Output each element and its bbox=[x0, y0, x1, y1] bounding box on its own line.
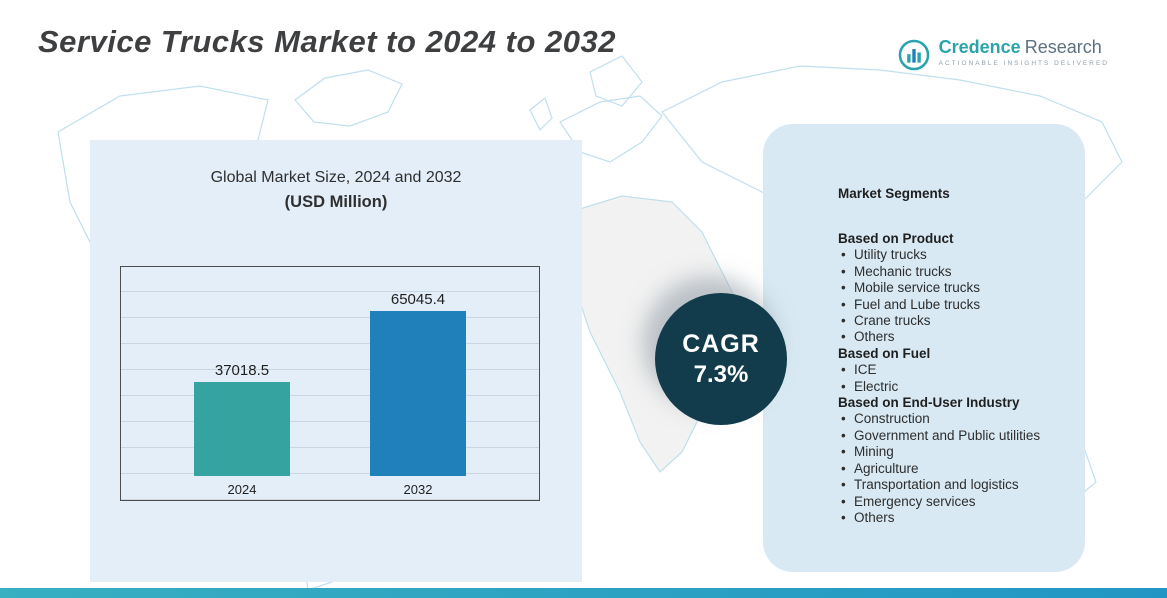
chart-title: Global Market Size, 2024 and 2032 bbox=[210, 169, 462, 186]
bar-chart: 37018.5 65045.4 2024 2032 bbox=[120, 266, 540, 501]
segment-group-heading: Based on End-User Industry bbox=[838, 395, 1020, 411]
cagr-value: 7.3% bbox=[693, 360, 749, 388]
segment-item: Construction bbox=[838, 411, 1065, 428]
segment-item: Government and Public utilities bbox=[838, 428, 1065, 445]
bar-value-2024: 37018.5 bbox=[214, 362, 270, 380]
page-title: Service Trucks Market to 2024 to 2032 bbox=[38, 24, 616, 59]
chart-subtitle: (USD Million) bbox=[284, 193, 388, 211]
brand-primary: Credence bbox=[938, 37, 1021, 57]
map-scandinavia bbox=[589, 55, 643, 107]
segment-item-list: ICEElectric bbox=[838, 362, 1065, 395]
brand-tagline: Actionable Insights Delivered bbox=[938, 59, 1109, 67]
segment-item: Transportation and logistics bbox=[838, 477, 1065, 494]
segment-item: Utility trucks bbox=[838, 247, 1065, 264]
segment-item-list: ConstructionGovernment and Public utilit… bbox=[838, 411, 1065, 526]
segment-item: Others bbox=[838, 510, 1065, 527]
x-label-2024: 2024 bbox=[227, 482, 257, 497]
brand-secondary: Research bbox=[1024, 37, 1102, 57]
bar-2032 bbox=[370, 310, 466, 476]
map-europe bbox=[559, 95, 663, 163]
segment-item: Mining bbox=[838, 444, 1065, 461]
bar-plot-area: 37018.5 65045.4 bbox=[121, 273, 539, 476]
segments-title: Market Segments bbox=[838, 186, 950, 201]
map-uk bbox=[529, 97, 553, 132]
cagr-label: CAGR bbox=[682, 329, 760, 358]
bottom-accent-bar bbox=[0, 588, 1167, 598]
cagr-badge: CAGR 7.3% bbox=[655, 293, 787, 425]
logo-chart-icon bbox=[898, 39, 929, 71]
market-segments-panel: Market Segments Based on Product Utility… bbox=[763, 124, 1085, 572]
bar-group-2024: 37018.5 bbox=[187, 273, 297, 476]
segment-item: Agriculture bbox=[838, 461, 1065, 478]
credence-research-logo: Credence Research Actionable Insights Del… bbox=[897, 37, 1109, 72]
market-size-panel: Global Market Size, 2024 and 2032 (USD M… bbox=[90, 140, 582, 582]
chart-heading: Global Market Size, 2024 and 2032 (USD M… bbox=[90, 166, 582, 215]
x-label-2032: 2032 bbox=[403, 482, 433, 497]
segment-item: Emergency services bbox=[838, 494, 1065, 511]
segment-group-product: Based on Product Utility trucksMechanic … bbox=[838, 231, 1065, 346]
logo-text: Credence Research Actionable Insights Del… bbox=[938, 37, 1109, 67]
segment-item: Electric bbox=[838, 379, 1065, 396]
segment-group-heading: Based on Product bbox=[838, 231, 954, 246]
segment-item: Others bbox=[838, 329, 1065, 346]
map-greenland bbox=[294, 69, 403, 127]
segment-group-fuel: Based on Fuel ICEElectric bbox=[838, 345, 1065, 396]
bar-value-2032: 65045.4 bbox=[390, 290, 446, 308]
brand-name: Credence Research bbox=[938, 37, 1109, 58]
segment-item-list: Utility trucksMechanic trucksMobile serv… bbox=[838, 247, 1065, 346]
x-axis-labels: 2024 2032 bbox=[121, 482, 539, 497]
segment-item: Fuel and Lube trucks bbox=[838, 297, 1065, 314]
segment-item: ICE bbox=[838, 362, 1065, 379]
segment-group-heading: Based on Fuel bbox=[838, 345, 931, 361]
bar-group-2032: 65045.4 bbox=[363, 273, 473, 476]
bar-2024 bbox=[194, 382, 290, 476]
segment-item: Crane trucks bbox=[838, 313, 1065, 330]
segment-group-end-user: Based on End-User Industry ConstructionG… bbox=[838, 395, 1065, 527]
segment-item: Mobile service trucks bbox=[838, 280, 1065, 297]
segment-item: Mechanic trucks bbox=[838, 264, 1065, 281]
